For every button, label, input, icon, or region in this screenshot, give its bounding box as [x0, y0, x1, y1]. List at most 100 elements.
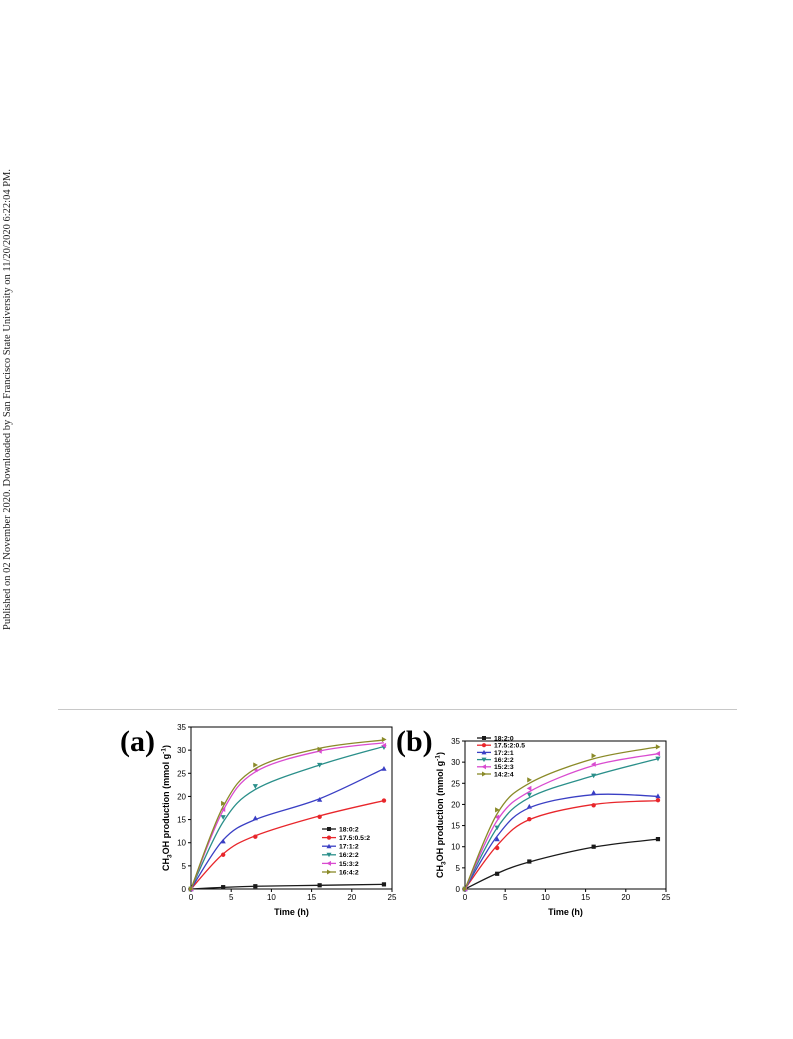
x-tick-label: 15 — [581, 893, 590, 902]
series-17.5:0.5:2 — [188, 798, 387, 892]
data-point — [317, 762, 323, 768]
series-16:4:2 — [188, 736, 387, 892]
legend-marker — [326, 860, 331, 866]
data-point — [221, 800, 226, 806]
y-axis-title-part: CH — [161, 858, 171, 871]
data-point — [221, 885, 226, 890]
x-tick-label: 10 — [267, 893, 276, 902]
y-tick-label: 10 — [177, 839, 186, 848]
legend-marker — [481, 757, 487, 763]
data-point — [494, 845, 500, 851]
legend-marker — [327, 827, 331, 831]
legend-marker — [481, 764, 486, 770]
y-tick-label: 35 — [451, 737, 460, 746]
y-tick-label: 10 — [451, 843, 460, 852]
data-point — [526, 803, 532, 809]
y-axis-title-part: -1 — [161, 748, 168, 754]
x-tick-label: 25 — [388, 893, 397, 902]
data-point — [655, 793, 661, 799]
y-axis-title-part: CH — [435, 865, 445, 878]
legend-label: 17:1:2 — [339, 844, 359, 851]
series-line — [190, 745, 385, 890]
data-point — [220, 838, 226, 844]
series-line — [464, 758, 659, 890]
series-15:2:3 — [462, 751, 661, 892]
data-point — [381, 736, 387, 743]
plot-frame — [190, 726, 393, 890]
data-point — [220, 806, 226, 813]
y-axis-title-part: OH production (mmol g — [161, 754, 171, 855]
y-axis-title-part: ) — [435, 752, 445, 755]
data-point — [526, 792, 532, 798]
series-14:2:4 — [462, 744, 661, 892]
y-axis-title: CH3OH production (mmol g-1) — [435, 752, 448, 878]
data-point — [495, 871, 500, 876]
data-point — [591, 761, 596, 767]
legend-marker — [326, 852, 332, 858]
legend-label: 17:2:1 — [494, 750, 514, 757]
data-point — [220, 852, 226, 857]
data-point — [655, 797, 661, 803]
y-tick-label: 5 — [182, 862, 187, 871]
legend-label: 16:4:2 — [339, 869, 359, 876]
data-point — [253, 834, 258, 839]
series-line — [464, 746, 659, 890]
data-point — [381, 766, 387, 771]
x-tick-label: 5 — [503, 893, 508, 902]
y-tick-label: 20 — [177, 792, 186, 801]
legend-label: 15:2:3 — [494, 764, 514, 771]
legend-label: 17.5:2:0.5 — [494, 743, 525, 750]
y-tick-label: 30 — [451, 758, 460, 767]
x-tick-label: 0 — [463, 893, 468, 902]
data-point — [527, 859, 532, 864]
x-axis-title: Time (h) — [548, 907, 583, 917]
y-tick-label: 30 — [177, 746, 186, 755]
y-axis-title-part: OH production (mmol g — [435, 761, 445, 862]
data-point — [526, 785, 532, 791]
y-axis-title: CH3OH production (mmol g-1) — [161, 745, 174, 871]
data-point — [253, 884, 258, 889]
y-tick-label: 20 — [451, 800, 460, 809]
data-point — [494, 836, 500, 842]
data-point — [317, 814, 322, 819]
series-line — [464, 838, 659, 890]
data-point — [381, 882, 387, 887]
plot-frame — [464, 740, 667, 890]
data-point — [381, 742, 387, 749]
data-point — [495, 807, 500, 813]
data-point — [220, 815, 226, 820]
data-point — [591, 789, 597, 795]
data-point — [655, 837, 661, 842]
series-16:2:2 — [188, 745, 387, 892]
data-point — [252, 784, 258, 789]
chart-panel-a: (a) 0 5 10 15 20 25 0 5 10 15 20 25 30 35 Time (h) CH3OH… — [120, 723, 397, 917]
series-17.5:2:0.5 — [462, 797, 661, 892]
legend-label: 16:2:2 — [494, 757, 514, 764]
y-axis-title-part: -1 — [435, 755, 442, 761]
y-tick-label: 15 — [451, 822, 460, 831]
x-tick-label: 15 — [307, 893, 316, 902]
download-notice: Published on 02 November 2020. Downloade… — [2, 169, 13, 630]
legend-marker — [481, 743, 487, 748]
legend-label: 18:2:0 — [494, 735, 514, 742]
data-point — [317, 797, 323, 802]
data-point — [494, 814, 500, 820]
x-tick-label: 5 — [229, 893, 234, 902]
data-point — [253, 762, 258, 768]
legend-label: 16:2:2 — [339, 852, 359, 859]
x-tick-label: 25 — [662, 893, 671, 902]
series-line — [464, 799, 658, 890]
x-tick-label: 20 — [347, 893, 356, 902]
y-axis-title-part: ) — [161, 745, 171, 748]
data-point — [527, 777, 532, 783]
y-tick-label: 0 — [456, 885, 461, 894]
data-point — [591, 773, 597, 779]
data-point — [462, 886, 468, 892]
legend-marker — [482, 736, 486, 740]
data-point — [591, 844, 596, 849]
data-point — [527, 817, 532, 822]
series-line — [190, 883, 384, 890]
x-axis-title: Time (h) — [274, 907, 309, 917]
y-tick-label: 25 — [177, 769, 186, 778]
y-axis-title-part: 3 — [441, 861, 448, 865]
